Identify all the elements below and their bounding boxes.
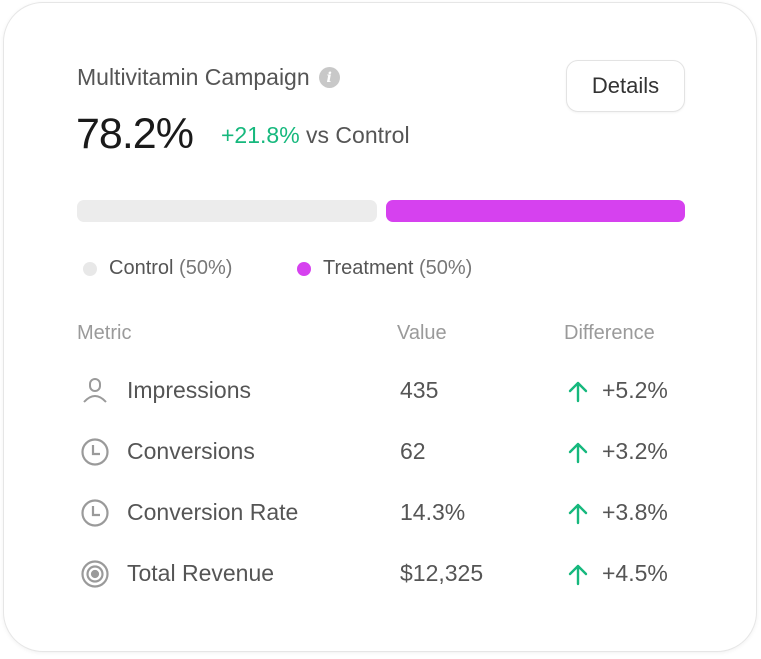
header-value: Value: [397, 322, 447, 344]
delta-vs-control: +21.8% vs Control: [221, 122, 410, 149]
table-row: Impressions 435 +5.2%: [77, 371, 685, 411]
table-row: Total Revenue $12,325 +4.5%: [77, 554, 685, 594]
campaign-title: Multivitamin Campaign: [77, 64, 310, 90]
metric-difference: +3.2%: [602, 438, 668, 464]
metric-name: Conversion Rate: [127, 499, 299, 525]
legend-label: Control: [109, 257, 174, 279]
legend-pct: (50%): [418, 257, 473, 279]
metric-name: Impressions: [127, 377, 251, 403]
target-icon: [80, 559, 110, 589]
header-metric: Metric: [77, 322, 132, 344]
delta-suffix: vs Control: [306, 122, 410, 148]
metric-name: Conversions: [127, 438, 255, 464]
control-split-bar: [77, 200, 377, 222]
metric-difference: +3.8%: [602, 499, 668, 525]
legend-control: Control (50%): [83, 257, 232, 280]
metric-name: Total Revenue: [127, 560, 275, 586]
arrow-up-icon: [565, 562, 591, 588]
details-button[interactable]: Details: [566, 60, 685, 112]
legend-treatment: Treatment (50%): [297, 257, 472, 280]
arrow-up-icon: [565, 379, 591, 405]
info-icon[interactable]: i: [318, 67, 340, 88]
metric-difference: +5.2%: [602, 377, 668, 403]
arrow-up-icon: [565, 440, 591, 466]
delta-value: +21.8%: [221, 122, 300, 148]
metric-value: 62: [400, 438, 426, 464]
metric-value: 14.3%: [400, 499, 466, 525]
table-row: Conversion Rate 14.3% +3.8%: [77, 493, 685, 533]
card-title: Multivitamin Campaign i: [77, 64, 340, 91]
headline-value: 78.2%: [76, 110, 194, 158]
user-icon: [80, 376, 110, 406]
metric-difference: +4.5%: [602, 560, 668, 586]
metric-value: 435: [400, 377, 439, 403]
legend-label: Treatment: [323, 257, 414, 279]
treatment-dot-icon: [297, 261, 311, 276]
clock-icon: [80, 437, 110, 467]
arrow-up-icon: [565, 501, 591, 527]
clock-icon: [80, 498, 110, 528]
header-difference: Difference: [564, 322, 655, 344]
treatment-split-bar: [385, 200, 685, 222]
legend-pct: (50%): [179, 257, 233, 279]
control-dot-icon: [83, 261, 97, 276]
metric-value: $12,325: [400, 560, 484, 586]
table-row: Conversions 62 +3.2%: [77, 432, 685, 472]
